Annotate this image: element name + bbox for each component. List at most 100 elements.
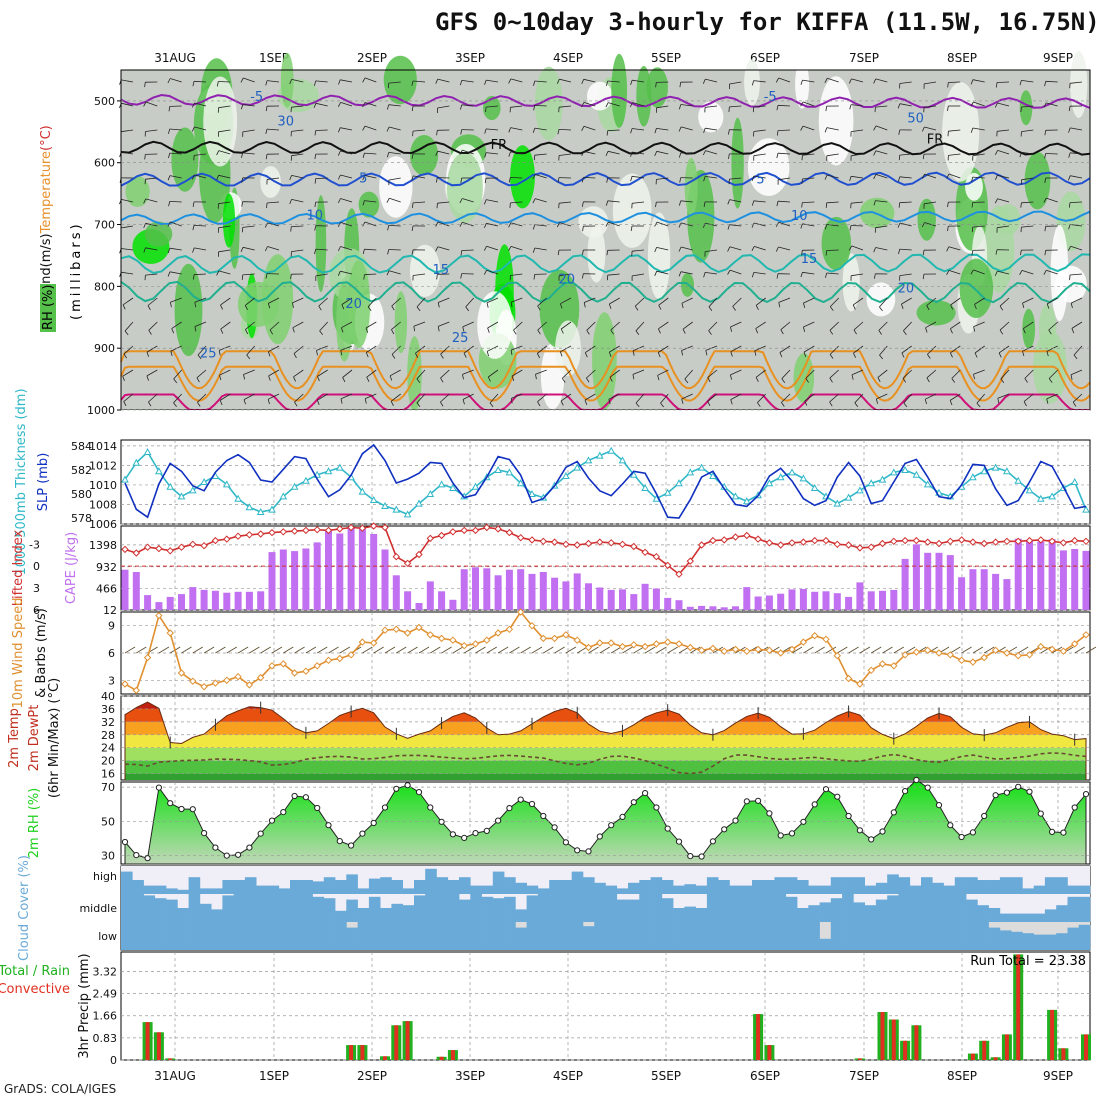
wind-barb	[924, 173, 937, 179]
cape-bar	[732, 606, 739, 610]
cloud-cover-bar	[1067, 927, 1080, 950]
cloud-cover-bar	[549, 894, 561, 922]
wind-barb	[708, 297, 718, 308]
rh2m-point	[359, 830, 366, 837]
wind-barb	[705, 272, 718, 275]
thickness-series-point	[449, 483, 457, 491]
surface-wind-barb	[237, 646, 249, 654]
wind-barb	[510, 222, 523, 227]
wind-barb	[757, 393, 766, 403]
wind-barb-flag	[440, 353, 444, 359]
wind-barb	[680, 152, 693, 155]
cloud-level-label: middle	[79, 902, 117, 915]
wind-barb	[753, 129, 766, 132]
rh2m-point	[958, 833, 965, 841]
wind-speed-series-point	[471, 640, 480, 648]
wind-barb-flag	[191, 126, 195, 132]
wind-barb-flag	[582, 201, 584, 207]
cloud-cover-bar	[752, 880, 764, 894]
wind-speed-series-point	[799, 638, 808, 646]
wind-barb	[1070, 81, 1083, 84]
cape-bar	[483, 568, 491, 610]
surface-wind-barb	[203, 646, 215, 654]
li-tick-label: 3	[33, 582, 40, 595]
cloud-cover-bar	[616, 922, 629, 950]
wind-barb	[730, 345, 742, 353]
wind-barb-flag	[220, 328, 224, 334]
wind-speed-series-point	[833, 651, 842, 660]
wind-barb	[291, 249, 304, 252]
wind-barb	[803, 297, 815, 304]
rh-patch	[731, 117, 744, 209]
precip-convective-bar	[439, 1056, 444, 1060]
wind-barb-flag	[584, 352, 588, 358]
wind-barb	[730, 393, 742, 400]
wind-barb	[194, 297, 207, 303]
cape-bar	[879, 590, 886, 610]
precip-convective-bar	[1061, 1048, 1066, 1060]
rh2m-point	[144, 855, 151, 862]
wind-barb	[924, 222, 937, 227]
wind-barb-flag	[606, 200, 609, 206]
cape-li-panel-frame	[120, 525, 1091, 611]
wind-barb	[803, 345, 815, 353]
thickness-series-point	[641, 483, 649, 491]
rh2m-point	[461, 834, 468, 842]
cloud-cover-bar	[414, 880, 426, 894]
li-series-point	[1059, 539, 1068, 547]
cloud-cover-bar	[661, 898, 674, 922]
wind-barb	[269, 321, 280, 331]
wind-barb-flag	[292, 302, 294, 308]
wind-barb-flag	[829, 330, 834, 335]
wind-barb-flag	[411, 225, 414, 231]
wind-barb	[755, 297, 766, 306]
wind-barb	[1023, 393, 1034, 402]
thickness-series-point	[403, 510, 412, 518]
wind-barb	[684, 369, 694, 380]
wind-barb-flag	[608, 303, 612, 309]
wind-barb-flag	[1046, 303, 1050, 309]
wind-barb	[416, 297, 426, 308]
wind-barb-flag	[362, 102, 366, 108]
wind-barb-flag	[632, 350, 635, 356]
cloud-cover-bar	[909, 894, 922, 922]
wind-barb-flag	[703, 201, 706, 207]
wind-speed-series-point	[856, 680, 864, 688]
wind-barb	[390, 393, 401, 402]
cape-bar	[845, 596, 853, 610]
cloud-cover-bar	[853, 922, 865, 950]
li-series-point	[256, 530, 265, 538]
surface-wind-barb	[644, 646, 656, 654]
wind-barb-flag	[707, 401, 711, 406]
cloud-cover-bar	[481, 885, 494, 894]
wind-barb	[974, 345, 985, 354]
wind-barb	[268, 369, 280, 377]
thickness-series-point	[562, 471, 570, 479]
wind-barb	[194, 174, 207, 179]
surface-wind-barb	[215, 646, 226, 654]
wind-barb	[879, 345, 888, 356]
wind-barb-flag	[191, 174, 195, 180]
wind-barb	[729, 177, 742, 180]
y-tick-label: 600	[94, 157, 115, 170]
wind-barb	[729, 199, 742, 203]
cloud-cover-bar	[537, 888, 550, 894]
isotherm-label: 20	[345, 297, 362, 312]
wind-barb-flag	[122, 304, 126, 310]
wind-barb	[899, 176, 912, 179]
cloud-cover-bar	[267, 894, 280, 922]
wind-barb-flag	[123, 401, 127, 407]
date-label-bottom: 4SEP	[553, 1069, 583, 1083]
y-tick-label: 900	[94, 342, 115, 355]
wind-barb-flag	[510, 350, 513, 356]
cloud-cover-bar	[571, 894, 584, 922]
wind-barb-flag	[314, 249, 317, 255]
cloud-cover-bar	[853, 902, 865, 922]
wind-barb	[680, 104, 693, 107]
thickness-series-point	[302, 476, 310, 484]
wind-barb-flag	[294, 401, 298, 407]
date-label-bottom: 5SEP	[651, 1069, 681, 1083]
wind-barb-flag	[1068, 175, 1071, 181]
wind-barb	[220, 297, 231, 306]
